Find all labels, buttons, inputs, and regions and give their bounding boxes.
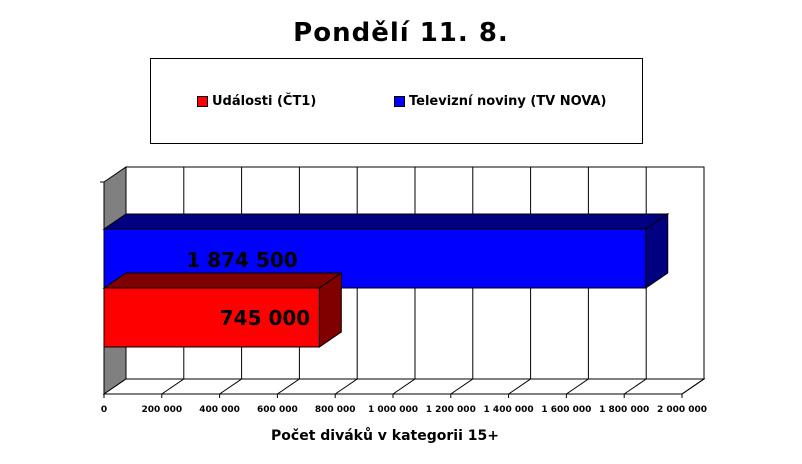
x-tick-label: 1 000 000 <box>368 405 418 415</box>
bar-udalosti <box>102 272 343 348</box>
x-tick-label: 1 800 000 <box>599 405 649 415</box>
bar-top-face <box>102 272 343 289</box>
data-label-televizni-noviny: 1 874 500 <box>186 248 297 272</box>
legend-swatch-televizni-noviny <box>394 96 405 107</box>
x-tick-label: 0 <box>101 405 107 415</box>
legend: Události (ČT1) Televizní noviny (TV NOVA… <box>150 58 643 144</box>
x-axis-label: Počet diváků v kategorii 15+ <box>271 428 499 444</box>
floor-gridline <box>219 378 242 395</box>
data-label-udalosti: 745 000 <box>220 306 310 330</box>
x-tick-label: 2 000 000 <box>657 405 707 415</box>
x-tick-label: 600 000 <box>257 405 298 415</box>
bar-front-face <box>103 287 320 348</box>
x-tick-label: 800 000 <box>315 405 356 415</box>
x-tick-label: 1 200 000 <box>426 405 476 415</box>
floor-gridline <box>508 378 531 395</box>
floor-gridline <box>277 378 300 395</box>
x-tick-label: 200 000 <box>141 405 182 415</box>
legend-swatch-udalosti <box>197 96 208 107</box>
legend-label-televizni-noviny: Televizní noviny (TV NOVA) <box>409 94 607 109</box>
legend-item-udalosti: Události (ČT1) <box>197 94 316 109</box>
floor-gridline <box>623 378 647 395</box>
bar-televizni-noviny <box>102 213 670 289</box>
bar-top-face <box>102 213 670 230</box>
x-axis-ticks: 0 200 000 400 000 600 000 800 000 1 000 000 1 … <box>100 181 707 415</box>
floor-gridline <box>450 378 474 395</box>
bars <box>102 213 670 348</box>
floor-gridline <box>334 378 358 395</box>
legend-label-udalosti: Události (ČT1) <box>212 94 317 109</box>
x-tick-label: 1 400 000 <box>484 405 534 415</box>
x-tick-label: 1 600 000 <box>541 405 591 415</box>
floor-gridline <box>161 378 185 395</box>
floor-gridline <box>681 378 705 395</box>
x-tick-label: 400 000 <box>199 405 240 415</box>
legend-item-televizni-noviny: Televizní noviny (TV NOVA) <box>394 94 607 109</box>
floor-gridline <box>392 378 416 395</box>
chart-title: Pondělí 11. 8. <box>293 18 509 48</box>
floor-gridline <box>566 378 589 395</box>
data-labels: 1 874 500 745 000 <box>186 248 310 330</box>
